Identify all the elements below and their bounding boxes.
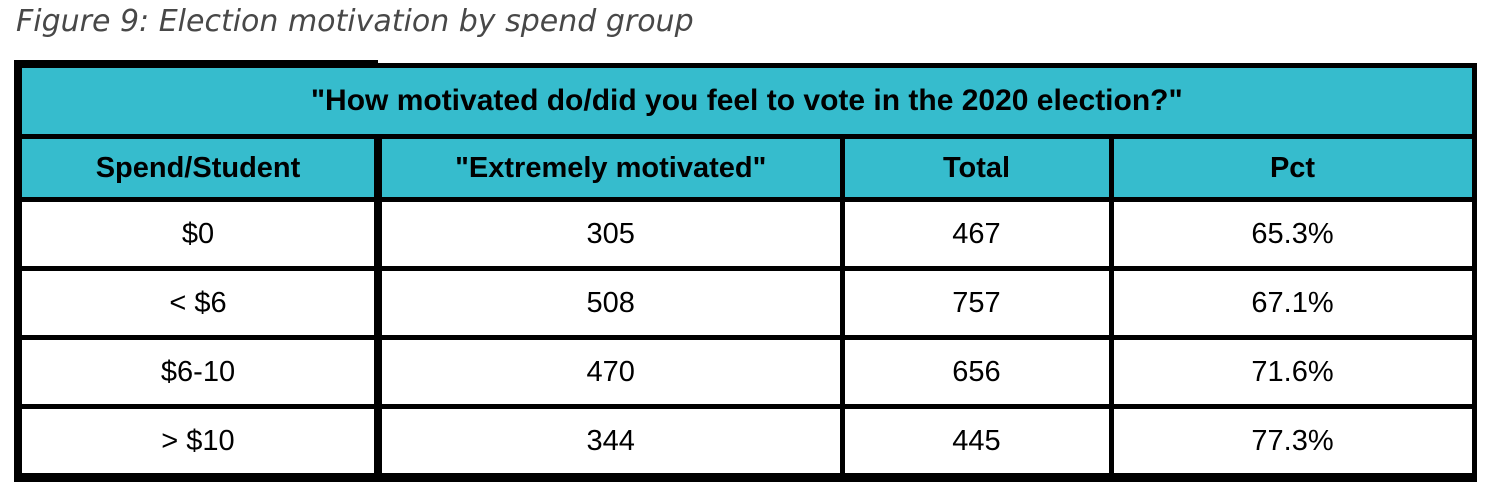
- column-header-extremely-motivated: "Extremely motivated": [375, 134, 845, 202]
- column-header-pct: Pct: [1108, 134, 1477, 202]
- cell-total-count: 467: [839, 197, 1114, 271]
- figure-caption: Figure 9: Election motivation by spend g…: [16, 4, 694, 39]
- column-header-total: Total: [839, 134, 1114, 202]
- cell-percentage: 67.1%: [1108, 266, 1477, 340]
- table-row: < $6 508 757 67.1%: [15, 266, 1477, 340]
- table-row: > $10 344 445 77.3%: [15, 404, 1477, 480]
- table-row: $0 305 467 65.3%: [15, 197, 1477, 271]
- cell-spend-group: $0: [15, 197, 382, 271]
- cell-extremely-motivated-count: 508: [375, 266, 845, 340]
- cell-extremely-motivated-count: 470: [375, 335, 845, 409]
- cell-extremely-motivated-count: 305: [375, 197, 845, 271]
- election-motivation-table: "How motivated do/did you feel to vote i…: [14, 63, 1477, 482]
- cell-percentage: 65.3%: [1108, 197, 1477, 271]
- table-question-row: "How motivated do/did you feel to vote i…: [15, 63, 1477, 139]
- cell-percentage: 77.3%: [1108, 404, 1477, 480]
- table-column-header-row: Spend/Student "Extremely motivated" Tota…: [15, 134, 1477, 202]
- cell-total-count: 445: [839, 404, 1114, 480]
- cell-spend-group: < $6: [15, 266, 382, 340]
- cell-spend-group: > $10: [15, 404, 382, 480]
- cell-extremely-motivated-count: 344: [375, 404, 845, 480]
- column-header-spend-student: Spend/Student: [15, 134, 382, 202]
- table-question-header: "How motivated do/did you feel to vote i…: [15, 63, 1477, 139]
- cell-total-count: 656: [839, 335, 1114, 409]
- table-row: $6-10 470 656 71.6%: [15, 335, 1477, 409]
- cell-spend-group: $6-10: [15, 335, 382, 409]
- cell-total-count: 757: [839, 266, 1114, 340]
- cell-percentage: 71.6%: [1108, 335, 1477, 409]
